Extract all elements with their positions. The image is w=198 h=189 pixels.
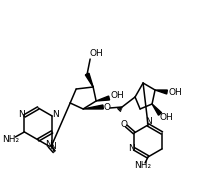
Text: OH: OH: [168, 88, 182, 97]
Text: NH₂: NH₂: [2, 136, 19, 144]
Polygon shape: [152, 104, 162, 115]
Polygon shape: [83, 105, 103, 109]
Text: N: N: [46, 140, 52, 149]
Polygon shape: [155, 90, 167, 94]
Text: O: O: [104, 104, 111, 112]
Text: NH₂: NH₂: [134, 161, 152, 170]
Text: N: N: [49, 142, 56, 151]
Text: N: N: [52, 111, 58, 119]
Text: OH: OH: [159, 113, 173, 122]
Polygon shape: [85, 73, 93, 87]
Polygon shape: [96, 96, 109, 101]
Text: N: N: [128, 144, 135, 153]
Text: O: O: [121, 120, 128, 129]
Text: N: N: [145, 118, 151, 126]
Text: OH: OH: [89, 49, 103, 58]
Text: N: N: [18, 111, 25, 119]
Text: OH: OH: [110, 91, 124, 101]
